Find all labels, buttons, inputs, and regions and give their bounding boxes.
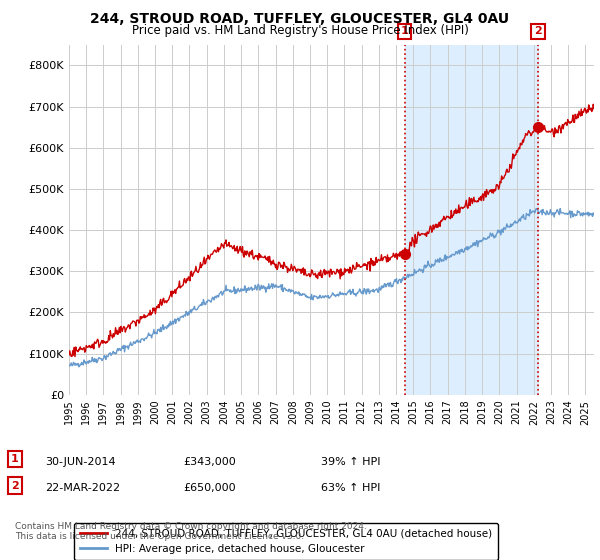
Text: 22-MAR-2022: 22-MAR-2022 [45,483,120,493]
Text: 1: 1 [11,454,19,464]
Text: 1: 1 [401,26,409,36]
Text: Price paid vs. HM Land Registry's House Price Index (HPI): Price paid vs. HM Land Registry's House … [131,24,469,36]
Text: 30-JUN-2014: 30-JUN-2014 [45,457,116,467]
Bar [404,45,538,395]
Text: 2: 2 [11,480,19,491]
Text: 63% ↑ HPI: 63% ↑ HPI [321,483,380,493]
Text: 39% ↑ HPI: 39% ↑ HPI [321,457,380,467]
Text: £650,000: £650,000 [183,483,236,493]
Text: 244, STROUD ROAD, TUFFLEY, GLOUCESTER, GL4 0AU: 244, STROUD ROAD, TUFFLEY, GLOUCESTER, G… [91,12,509,26]
Text: 2: 2 [534,26,542,36]
Text: £343,000: £343,000 [183,457,236,467]
Text: Contains HM Land Registry data © Crown copyright and database right 2024.
This d: Contains HM Land Registry data © Crown c… [15,522,367,542]
Legend: 244, STROUD ROAD, TUFFLEY, GLOUCESTER, GL4 0AU (detached house), HPI: Average pr: 244, STROUD ROAD, TUFFLEY, GLOUCESTER, G… [74,522,498,560]
